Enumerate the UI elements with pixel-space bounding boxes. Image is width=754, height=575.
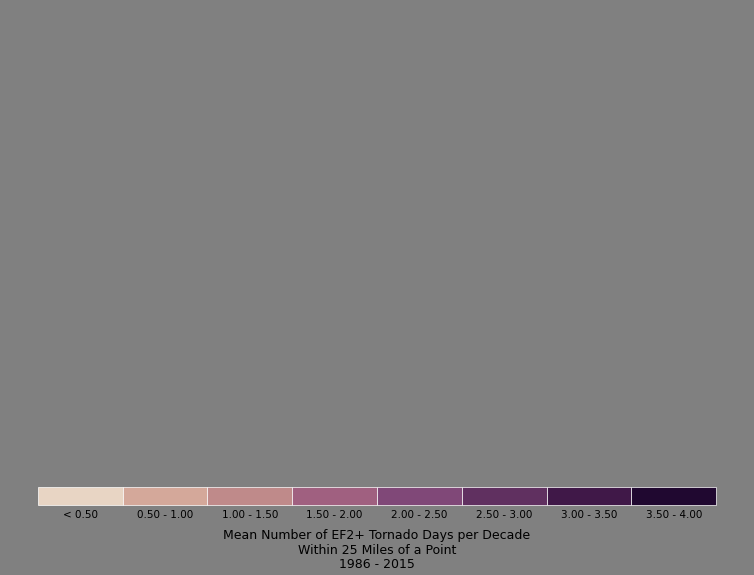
FancyBboxPatch shape [632, 488, 716, 505]
Text: 1.50 - 2.00: 1.50 - 2.00 [306, 509, 363, 520]
FancyBboxPatch shape [38, 488, 122, 505]
FancyBboxPatch shape [207, 488, 293, 505]
Text: 0.50 - 1.00: 0.50 - 1.00 [136, 509, 193, 520]
Text: < 0.50: < 0.50 [63, 509, 97, 520]
Text: 2.00 - 2.50: 2.00 - 2.50 [391, 509, 448, 520]
Text: Within 25 Miles of a Point: Within 25 Miles of a Point [298, 544, 456, 557]
FancyBboxPatch shape [122, 488, 207, 505]
FancyBboxPatch shape [377, 488, 461, 505]
Text: Mean Number of EF2+ Tornado Days per Decade: Mean Number of EF2+ Tornado Days per Dec… [223, 530, 531, 542]
FancyBboxPatch shape [461, 488, 547, 505]
Text: 2.50 - 3.00: 2.50 - 3.00 [476, 509, 532, 520]
Text: 3.50 - 4.00: 3.50 - 4.00 [645, 509, 702, 520]
Text: 1986 - 2015: 1986 - 2015 [339, 558, 415, 571]
FancyBboxPatch shape [293, 488, 377, 505]
Text: 1.00 - 1.50: 1.00 - 1.50 [222, 509, 278, 520]
FancyBboxPatch shape [547, 488, 632, 505]
Text: 3.00 - 3.50: 3.00 - 3.50 [561, 509, 618, 520]
